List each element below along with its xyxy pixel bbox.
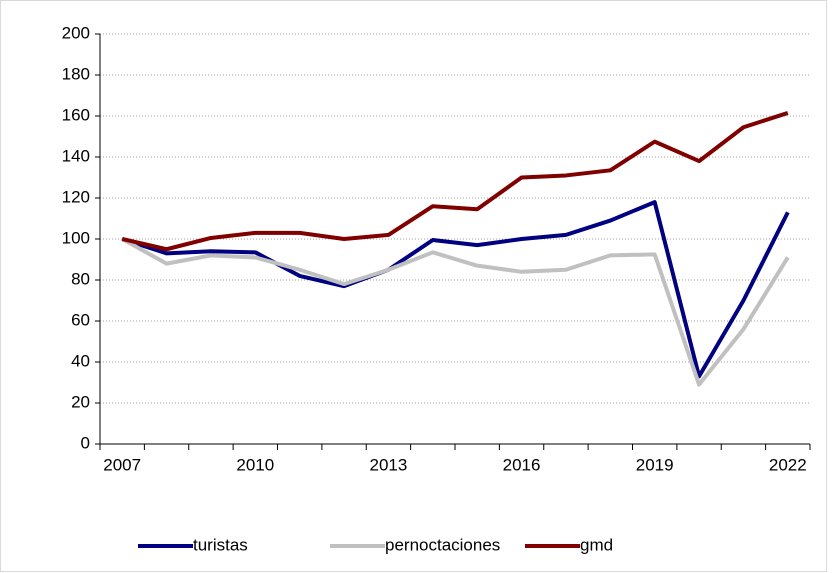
y-tick-label: 0	[81, 433, 90, 452]
y-tick-label: 100	[62, 228, 90, 247]
y-tick-label: 40	[71, 351, 90, 370]
x-tick-label: 2007	[103, 455, 141, 474]
legend-label: turistas	[193, 535, 248, 554]
line-series	[121, 237, 790, 387]
legend-label: gmd	[580, 535, 613, 554]
y-tick-label: 200	[62, 23, 90, 42]
y-tick-label: 140	[62, 146, 90, 165]
x-tick-label: 2016	[503, 455, 541, 474]
y-tick-label: 20	[71, 392, 90, 411]
x-tick-label: 2022	[769, 455, 807, 474]
legend-label: pernoctaciones	[385, 535, 500, 554]
x-tick-label: 2010	[236, 455, 274, 474]
x-tick-label: 2019	[636, 455, 674, 474]
line-series	[121, 111, 789, 252]
y-tick-label: 80	[71, 269, 90, 288]
y-tick-label: 180	[62, 64, 90, 83]
y-tick-label: 120	[62, 187, 90, 206]
x-tick-label: 2013	[370, 455, 408, 474]
y-tick-label: 160	[62, 105, 90, 124]
line-series	[121, 200, 790, 379]
y-tick-label: 60	[71, 310, 90, 329]
